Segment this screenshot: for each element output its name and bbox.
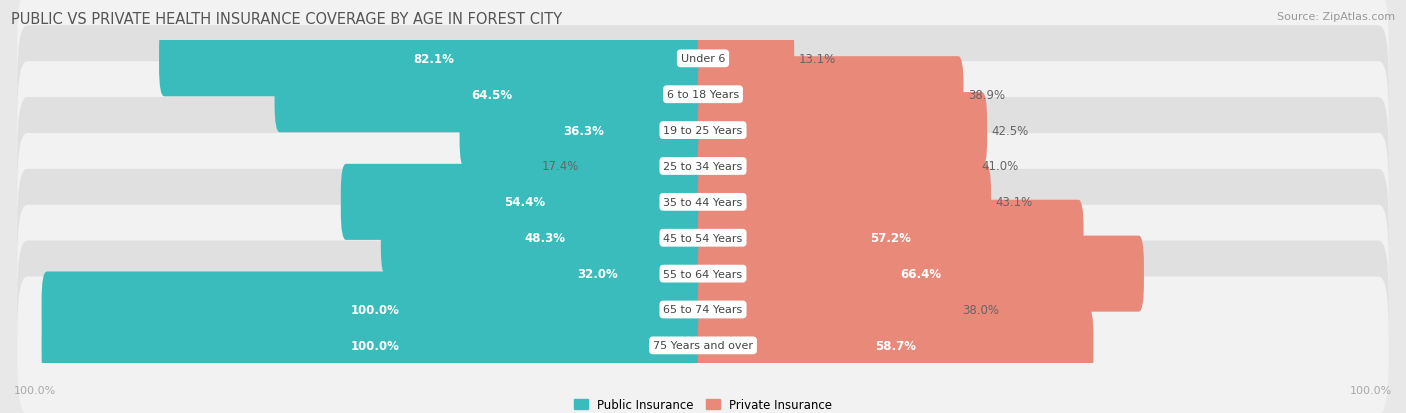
Text: 100.0%: 100.0% xyxy=(1350,385,1392,395)
FancyBboxPatch shape xyxy=(697,128,977,204)
Text: 36.3%: 36.3% xyxy=(564,124,605,137)
FancyBboxPatch shape xyxy=(17,62,1389,199)
FancyBboxPatch shape xyxy=(17,169,1389,307)
FancyBboxPatch shape xyxy=(697,164,991,240)
FancyBboxPatch shape xyxy=(697,308,1094,384)
Text: 38.0%: 38.0% xyxy=(962,303,1000,316)
Text: 25 to 34 Years: 25 to 34 Years xyxy=(664,161,742,171)
Text: 55 to 64 Years: 55 to 64 Years xyxy=(664,269,742,279)
Text: 48.3%: 48.3% xyxy=(524,232,565,244)
FancyBboxPatch shape xyxy=(42,308,709,384)
Text: 100.0%: 100.0% xyxy=(350,339,399,352)
Text: 6 to 18 Years: 6 to 18 Years xyxy=(666,90,740,100)
FancyBboxPatch shape xyxy=(17,0,1389,128)
Text: 54.4%: 54.4% xyxy=(503,196,546,209)
FancyBboxPatch shape xyxy=(17,134,1389,271)
Text: 38.9%: 38.9% xyxy=(969,88,1005,102)
FancyBboxPatch shape xyxy=(340,164,709,240)
Text: 57.2%: 57.2% xyxy=(870,232,911,244)
FancyBboxPatch shape xyxy=(697,272,957,348)
Text: 43.1%: 43.1% xyxy=(995,196,1033,209)
FancyBboxPatch shape xyxy=(697,21,794,97)
FancyBboxPatch shape xyxy=(488,236,709,312)
Text: 13.1%: 13.1% xyxy=(799,53,837,66)
Text: 35 to 44 Years: 35 to 44 Years xyxy=(664,197,742,207)
FancyBboxPatch shape xyxy=(159,21,709,97)
Text: 75 Years and over: 75 Years and over xyxy=(652,341,754,351)
FancyBboxPatch shape xyxy=(17,26,1389,164)
Text: 19 to 25 Years: 19 to 25 Years xyxy=(664,126,742,136)
Text: Under 6: Under 6 xyxy=(681,54,725,64)
FancyBboxPatch shape xyxy=(17,205,1389,343)
Legend: Public Insurance, Private Insurance: Public Insurance, Private Insurance xyxy=(569,393,837,413)
Text: Source: ZipAtlas.com: Source: ZipAtlas.com xyxy=(1277,12,1395,22)
FancyBboxPatch shape xyxy=(697,57,963,133)
FancyBboxPatch shape xyxy=(697,200,1084,276)
FancyBboxPatch shape xyxy=(697,236,1144,312)
FancyBboxPatch shape xyxy=(17,241,1389,378)
Text: 66.4%: 66.4% xyxy=(900,268,942,280)
FancyBboxPatch shape xyxy=(17,277,1389,413)
Text: PUBLIC VS PRIVATE HEALTH INSURANCE COVERAGE BY AGE IN FOREST CITY: PUBLIC VS PRIVATE HEALTH INSURANCE COVER… xyxy=(11,12,562,27)
Text: 45 to 54 Years: 45 to 54 Years xyxy=(664,233,742,243)
FancyBboxPatch shape xyxy=(583,128,709,204)
Text: 65 to 74 Years: 65 to 74 Years xyxy=(664,305,742,315)
Text: 17.4%: 17.4% xyxy=(541,160,579,173)
Text: 82.1%: 82.1% xyxy=(413,53,454,66)
Text: 100.0%: 100.0% xyxy=(14,385,56,395)
FancyBboxPatch shape xyxy=(381,200,709,276)
Text: 58.7%: 58.7% xyxy=(875,339,917,352)
Text: 64.5%: 64.5% xyxy=(471,88,512,102)
Text: 42.5%: 42.5% xyxy=(991,124,1029,137)
FancyBboxPatch shape xyxy=(697,93,987,169)
FancyBboxPatch shape xyxy=(460,93,709,169)
Text: 41.0%: 41.0% xyxy=(981,160,1019,173)
FancyBboxPatch shape xyxy=(17,98,1389,235)
FancyBboxPatch shape xyxy=(42,272,709,348)
FancyBboxPatch shape xyxy=(274,57,709,133)
Text: 100.0%: 100.0% xyxy=(350,303,399,316)
Text: 32.0%: 32.0% xyxy=(578,268,619,280)
